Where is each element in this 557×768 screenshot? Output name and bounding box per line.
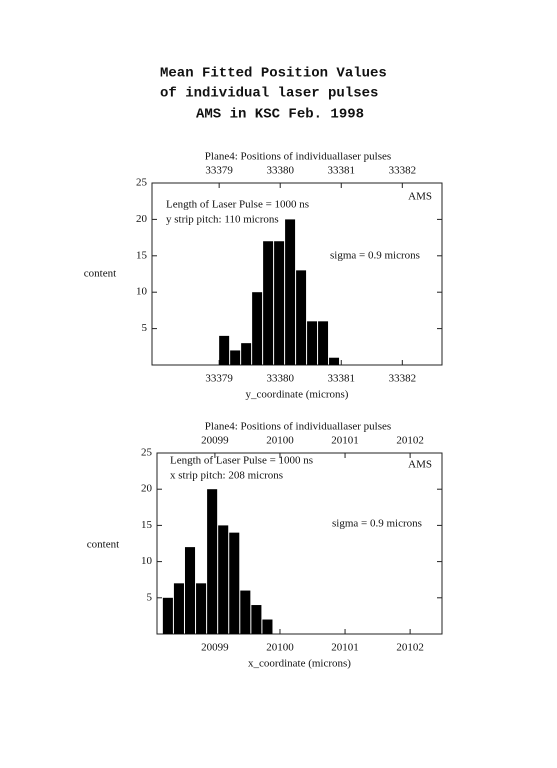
x2-tick-label: 33379 — [205, 165, 233, 177]
bar — [207, 489, 218, 634]
x2-tick-label: 20102 — [396, 435, 424, 447]
bar — [307, 321, 318, 365]
y-axis-label: content — [87, 539, 119, 551]
y-tick-label: 25 — [136, 177, 148, 189]
x2-tick-label: 20101 — [331, 435, 359, 447]
y-tick-label: 10 — [136, 286, 148, 298]
header-line: AMS in KSC Feb. 1998 — [196, 107, 364, 123]
x-tick-label: 33382 — [389, 373, 417, 385]
annotation: Length of Laser Pulse = 1000 ns — [166, 199, 309, 211]
annotation: AMS — [408, 459, 432, 471]
bar — [229, 532, 240, 634]
annotation: x strip pitch: 208 microns — [170, 470, 283, 482]
x-tick-label: 20099 — [201, 642, 229, 654]
y-tick-label: 15 — [141, 519, 153, 531]
bar — [285, 219, 296, 365]
x-axis-label: y_coordinate (microns) — [246, 389, 349, 401]
chart-title: Plane4: Positions of individuallaser pul… — [205, 421, 391, 433]
bar — [162, 597, 173, 634]
annotation: Length of Laser Pulse = 1000 ns — [170, 455, 313, 467]
x2-tick-label: 33381 — [328, 165, 356, 177]
header-line: of individual laser pulses — [160, 86, 378, 102]
x-tick-label: 20101 — [331, 642, 359, 654]
bar — [196, 583, 207, 634]
bar — [296, 270, 307, 365]
x2-tick-label: 20099 — [201, 435, 229, 447]
y-tick-label: 25 — [141, 447, 153, 459]
bar — [241, 343, 252, 365]
annotation: sigma = 0.9 microns — [330, 250, 420, 262]
x2-tick-label: 33382 — [389, 165, 417, 177]
bar — [184, 547, 196, 634]
x-tick-label: 33381 — [328, 373, 356, 385]
x-tick-label: 20102 — [396, 642, 424, 654]
y-tick-label: 5 — [142, 322, 148, 334]
annotation: AMS — [408, 191, 432, 203]
x-tick-label: 33379 — [205, 373, 233, 385]
annotation: sigma = 0.9 microns — [332, 518, 422, 530]
chart-title: Plane4: Positions of individuallaser pul… — [205, 151, 391, 163]
bar — [218, 525, 229, 634]
bar — [252, 292, 263, 365]
bar — [173, 583, 184, 634]
plot-frame — [156, 452, 443, 635]
bar — [219, 335, 230, 365]
bar — [318, 321, 329, 365]
y-tick-label: 15 — [136, 249, 148, 261]
bar — [262, 619, 273, 634]
header-line: Mean Fitted Position Values — [160, 66, 387, 82]
y-tick-label: 5 — [147, 591, 153, 603]
y-axis-label: content — [84, 268, 116, 280]
y-tick-label: 10 — [141, 555, 153, 567]
x-tick-label: 33380 — [266, 373, 294, 385]
x-tick-label: 20100 — [266, 642, 294, 654]
x-axis-label: x_coordinate (microns) — [248, 658, 351, 670]
bar — [251, 605, 262, 634]
x2-tick-label: 33380 — [266, 165, 294, 177]
y-tick-label: 20 — [141, 483, 153, 495]
bar — [230, 350, 241, 365]
bar — [240, 590, 251, 634]
bar — [329, 357, 340, 365]
bar — [274, 241, 285, 365]
y-tick-label: 20 — [136, 213, 148, 225]
bar — [263, 241, 274, 365]
x2-tick-label: 20100 — [266, 435, 294, 447]
annotation: y strip pitch: 110 microns — [166, 214, 279, 226]
